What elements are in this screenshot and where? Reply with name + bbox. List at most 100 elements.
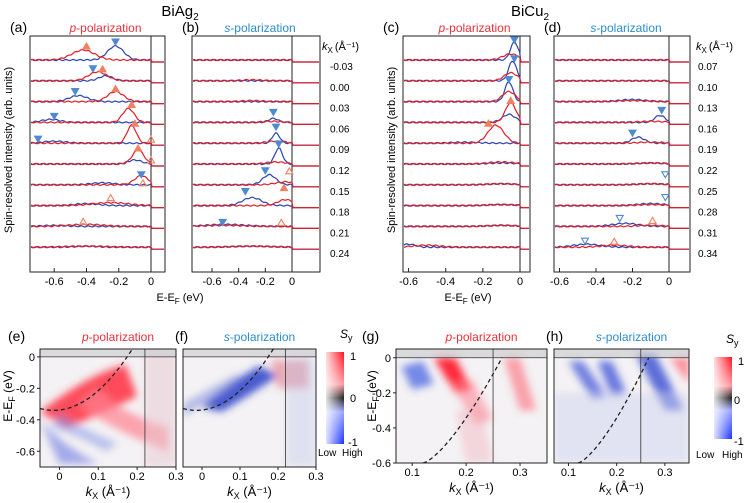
bottom-heatmap-panels: (e) p-polarization 0 0.1 0.2 0.3 0 -0.2 -0.4 -0.6… bbox=[8, 328, 690, 483]
unoccupied-region bbox=[40, 349, 176, 357]
x-tick-label: -0.4 bbox=[586, 276, 605, 288]
svg-text:1: 1 bbox=[350, 351, 356, 363]
kx-values-left: -0.03 0.00 0.03 0.06 0.09 0.12 0.15 0.18 0.21 0.2… bbox=[330, 62, 353, 260]
panel-title: p-polarization bbox=[444, 330, 517, 344]
x-tick-label: -0.6 bbox=[203, 276, 222, 288]
spin-up-curve bbox=[554, 99, 689, 105]
spin-up-curve bbox=[192, 244, 319, 250]
spin-up-curve bbox=[30, 244, 164, 250]
kx-value: 0.03 bbox=[330, 104, 350, 115]
kx-value: 0.24 bbox=[330, 249, 350, 260]
spin-up-curve bbox=[403, 90, 529, 105]
panel-frame bbox=[182, 348, 317, 468]
svg-text:0: 0 bbox=[350, 393, 356, 405]
spin-up-curve bbox=[554, 224, 689, 229]
spin-up-curve bbox=[554, 79, 689, 84]
spin-down-peak-marker bbox=[271, 123, 281, 132]
spin-up-curve bbox=[192, 58, 319, 63]
panel-frame bbox=[39, 348, 177, 468]
panel-title: s-polarization bbox=[224, 21, 295, 35]
panel-title: s-polarization bbox=[224, 330, 295, 344]
panel-label: (g) bbox=[362, 328, 379, 344]
y-tick-label: 0 bbox=[29, 352, 35, 364]
x-tick-label: 0.1 bbox=[232, 471, 247, 483]
spin-up-peak-marker bbox=[146, 155, 156, 164]
y-tick-label: -0.4 bbox=[16, 415, 35, 427]
spin-down-peak-marker bbox=[660, 171, 670, 179]
top-ylabel-left: Spin-resolved intensity (arb. units) bbox=[3, 67, 15, 233]
material-title-bicu2: BiCu2 bbox=[511, 3, 550, 23]
kx-value: 0.31 bbox=[698, 228, 718, 239]
spin-down-peak-marker bbox=[218, 218, 228, 227]
spin-up-peak-marker bbox=[138, 178, 148, 187]
x-tick-label: -0.2 bbox=[256, 276, 275, 288]
dispersion-guide-dashed bbox=[422, 356, 503, 463]
heatmap-panel-g: (g) p-polarization 0.1 0.2 0.3 0 -0.2 -0.4 -0.6 bbox=[362, 328, 548, 479]
x-tick-label: 0 bbox=[666, 276, 672, 288]
spin-up-curve bbox=[403, 160, 529, 167]
spin-up-curve bbox=[30, 90, 164, 105]
kx-value: 0.12 bbox=[330, 166, 350, 177]
spin-up-curve bbox=[403, 53, 529, 63]
spin-up-curve bbox=[403, 182, 529, 188]
y-tick-label: -0.2 bbox=[16, 383, 35, 395]
spin-down-peak-marker bbox=[628, 129, 637, 138]
spin-down-peak-marker bbox=[70, 88, 80, 96]
unoccupied-region bbox=[396, 349, 547, 358]
spin-down-curve bbox=[554, 242, 689, 250]
kx-value: 0.16 bbox=[698, 124, 718, 135]
x-axis-label: kX (Å⁻¹) bbox=[599, 480, 644, 497]
x-tick-label: 0.2 bbox=[129, 471, 144, 483]
spin-up-peak-marker bbox=[609, 237, 619, 245]
spin-up-curve bbox=[554, 244, 689, 250]
x-tick-label: 0.3 bbox=[308, 471, 323, 483]
svg-text:0: 0 bbox=[734, 395, 740, 407]
spin-up-curve bbox=[554, 120, 689, 125]
x-tick-label: 0 bbox=[199, 471, 205, 483]
x-tick-label: 0.1 bbox=[561, 467, 576, 479]
x-tick-label: 0.2 bbox=[270, 471, 285, 483]
panel-title: p-polarization bbox=[437, 21, 510, 35]
panel-title: s-polarization bbox=[596, 330, 667, 344]
spectra-panel-b: (b) s-polarization -0.6 -0.4 -0.2 0 bbox=[182, 19, 321, 288]
spin-up-curve bbox=[403, 203, 529, 209]
dispersion-guide-dashed bbox=[40, 349, 134, 412]
x-axis-label: kX (Å⁻¹) bbox=[227, 484, 272, 501]
x-tick-label: -0.6 bbox=[399, 276, 418, 288]
y-tick-label: -0.6 bbox=[372, 458, 391, 470]
x-tick-label: -0.2 bbox=[473, 276, 492, 288]
svg-text:-1: -1 bbox=[348, 437, 358, 449]
spin-up-curve bbox=[192, 120, 319, 125]
panel-frame bbox=[395, 348, 548, 464]
svg-text:Low: Low bbox=[318, 448, 337, 459]
panel-frame bbox=[29, 35, 166, 273]
kx-value: 0.07 bbox=[698, 62, 718, 73]
panel-frame bbox=[553, 35, 691, 273]
x-tick-label: 0.2 bbox=[458, 467, 473, 479]
spin-up-curve bbox=[30, 123, 164, 146]
colorbar-left: Sy 1 0 -1 Low High bbox=[318, 327, 363, 459]
top-xlabel-cu: E-EF (eV) bbox=[444, 292, 491, 306]
spin-up-curve bbox=[403, 224, 529, 229]
svg-text:Sy: Sy bbox=[340, 327, 353, 343]
panel-label: (h) bbox=[546, 328, 563, 344]
spin-up-peak-marker bbox=[111, 84, 120, 93]
kx-value: 0.19 bbox=[698, 145, 718, 156]
spin-up-curve bbox=[30, 149, 164, 167]
kx-value: 0.18 bbox=[330, 208, 350, 219]
top-xlabel-ag: E-EF (eV) bbox=[156, 292, 203, 306]
spin-down-peak-marker bbox=[274, 140, 284, 149]
kx-value: 0.25 bbox=[698, 187, 718, 198]
panel-label: (d) bbox=[544, 19, 561, 35]
spin-up-curve bbox=[554, 161, 689, 167]
svg-text:1: 1 bbox=[738, 356, 744, 368]
kx-header-left: kX (Å⁻¹) bbox=[322, 40, 359, 55]
spin-down-peak-marker bbox=[88, 65, 98, 73]
heatmap-panel-h: (h) s-polarization 0.1 0.2 0.3 bbox=[546, 328, 690, 479]
spin-up-peak-marker bbox=[133, 143, 143, 152]
spin-up-peak-marker bbox=[146, 135, 156, 143]
heatmap-panel-f: (f) s-polarization 0 0.1 0.2 0.3 bbox=[175, 328, 324, 483]
spin-down-peak-marker bbox=[49, 112, 59, 121]
spin-down-peak-marker bbox=[136, 171, 146, 179]
